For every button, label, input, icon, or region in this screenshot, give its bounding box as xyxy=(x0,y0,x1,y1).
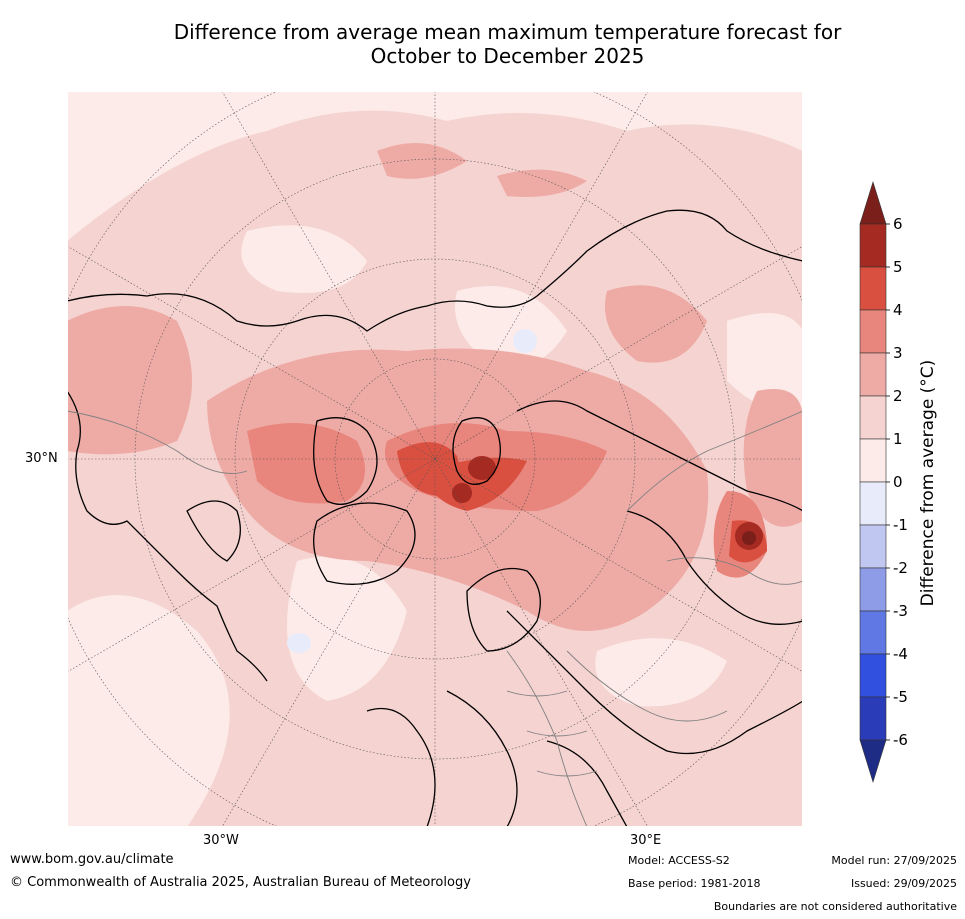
footer-issued: Issued: 29/09/2025 xyxy=(850,877,957,890)
colorbar-tick-label: 5 xyxy=(893,258,903,276)
anomaly-zone-2-3 xyxy=(377,143,467,179)
anomaly-zone-0-1 xyxy=(67,91,803,241)
anomaly-zone-3-4 xyxy=(247,423,365,504)
colorbar-bin xyxy=(859,352,887,397)
anomaly-zone-2-3 xyxy=(605,285,707,363)
anomaly-zone-neg1-0 xyxy=(287,633,311,653)
colorbar-tick-label: 0 xyxy=(893,473,903,491)
colorbar-bin xyxy=(859,653,887,698)
colorbar-label: Difference from average (°C) xyxy=(918,359,938,607)
anomaly-zone-0-1 xyxy=(595,638,727,707)
colorbar-bin xyxy=(859,696,887,741)
anomaly-zone-0-1 xyxy=(241,225,367,293)
colorbar-bin xyxy=(859,610,887,655)
title-line-2: October to December 2025 xyxy=(370,44,645,68)
chart-title: Difference from average mean maximum tem… xyxy=(60,20,955,68)
anomaly-zone-5-6 xyxy=(452,483,472,503)
footer-base-period: Base period: 1981-2018 xyxy=(628,877,761,890)
country-borders xyxy=(67,410,803,827)
colorbar-under-triangle xyxy=(859,739,887,784)
colorbar-bin xyxy=(859,481,887,526)
anomaly-zone-0-1 xyxy=(455,286,567,367)
coastlines xyxy=(67,209,803,827)
anomaly-zone-2-3 xyxy=(67,306,192,455)
colorbar-over-triangle xyxy=(859,180,887,225)
footer-model: Model: ACCESS-S2 xyxy=(628,854,730,867)
colorbar-tick-label: -6 xyxy=(893,731,908,749)
colorbar-tick-label: -2 xyxy=(893,559,908,577)
lat-label-30n: 30°N xyxy=(25,451,58,466)
lon-label-30w: 30°W xyxy=(203,833,239,848)
anomaly-zone-0-1 xyxy=(287,556,407,701)
colorbar-tick-label: -3 xyxy=(893,602,908,620)
colorbar-bin xyxy=(859,395,887,440)
colorbar-tick-label: 6 xyxy=(893,215,903,233)
colorbar-tick-label: -5 xyxy=(893,688,908,706)
forecast-map xyxy=(67,91,803,827)
colorbar-bin xyxy=(859,309,887,354)
anomaly-zone-2-3 xyxy=(497,169,587,197)
graticule xyxy=(67,91,803,827)
footer-copyright: © Commonwealth of Australia 2025, Austra… xyxy=(10,875,471,890)
footer-model-run: Model run: 27/09/2025 xyxy=(831,854,957,867)
colorbar-tick-label: -1 xyxy=(893,516,908,534)
colorbar-bin xyxy=(859,524,887,569)
anomaly-zone-neg1-0 xyxy=(513,329,537,353)
colorbar-tick-label: 3 xyxy=(893,344,903,362)
footer-url[interactable]: www.bom.gov.au/climate xyxy=(10,852,174,867)
colorbar-bin xyxy=(859,266,887,311)
colorbar-bin xyxy=(859,223,887,268)
colorbar: 6 5 4 3 2 1 0 -1 -2 -3 -4 -5 -6 xyxy=(859,180,908,784)
colorbar-bin xyxy=(859,567,887,612)
colorbar-tick-label: 4 xyxy=(893,301,903,319)
lon-label-30e: 30°E xyxy=(630,833,662,848)
title-line-1: Difference from average mean maximum tem… xyxy=(173,20,842,44)
anomaly-zone-2-3 xyxy=(743,389,803,527)
footer-disclaimer: Boundaries are not considered authoritat… xyxy=(713,900,957,913)
anomaly-zone-5-6 xyxy=(468,456,496,480)
colorbar-tick-label: 2 xyxy=(893,387,903,405)
colorbar-tick-label: 1 xyxy=(893,430,903,448)
anomaly-zone-0-1 xyxy=(67,595,230,827)
anomaly-zone-above-6 xyxy=(742,531,756,545)
colorbar-bin xyxy=(859,438,887,483)
colorbar-tick-label: -4 xyxy=(893,645,908,663)
